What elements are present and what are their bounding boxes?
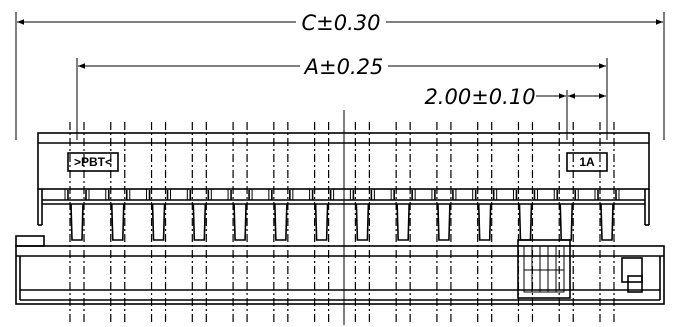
- pin-slot-lip: [472, 188, 498, 201]
- pin-slot-lip: [553, 188, 579, 201]
- pin-slot: [515, 190, 536, 241]
- pin-slot: [434, 190, 454, 241]
- pin-slot-lip: [390, 188, 416, 201]
- pin-slot: [597, 190, 617, 241]
- pin-slot: [271, 190, 291, 241]
- pin-slot-lip: [105, 188, 131, 201]
- pin-slot: [393, 190, 413, 241]
- pin-slot-lip: [146, 188, 172, 201]
- pin-slot-lip: [186, 188, 212, 201]
- dimension-a: A±0.25: [78, 55, 606, 79]
- pin-slot: [189, 190, 210, 241]
- extension-lines: [15, 12, 665, 140]
- pin-slot: [352, 190, 373, 241]
- dimension-pitch: 2.00±0.10: [424, 85, 606, 109]
- material-label: >PBT<: [74, 155, 112, 169]
- pin-slot: [107, 190, 128, 241]
- pin-slot: [230, 190, 250, 241]
- pin-centerlines: [69, 122, 615, 325]
- pin-slot-lip: [431, 188, 457, 201]
- pin-slot: [148, 190, 169, 241]
- pin-slot-lip: [64, 188, 90, 201]
- pin-slot-lip: [594, 188, 620, 201]
- pin-slots: [64, 188, 620, 241]
- marking-pin-one: 1A: [566, 152, 608, 172]
- dimension-c-label: C±0.30: [301, 11, 380, 35]
- pin-slot-lip: [268, 188, 294, 201]
- dimension-pitch-label: 2.00±0.10: [424, 85, 535, 109]
- pin-slot-lip: [227, 188, 253, 201]
- pin-slot-lip: [349, 188, 375, 201]
- pin-slot: [474, 190, 495, 241]
- dimension-c: C±0.30: [17, 11, 663, 35]
- pin-slot: [556, 190, 577, 241]
- pin-slot-lip: [309, 188, 335, 201]
- pin-slot: [311, 190, 332, 241]
- pin-one-label: 1A: [579, 155, 595, 169]
- pin-slot-lip: [512, 188, 538, 201]
- pin-slot: [67, 190, 87, 241]
- dimension-a-label: A±0.25: [303, 55, 384, 79]
